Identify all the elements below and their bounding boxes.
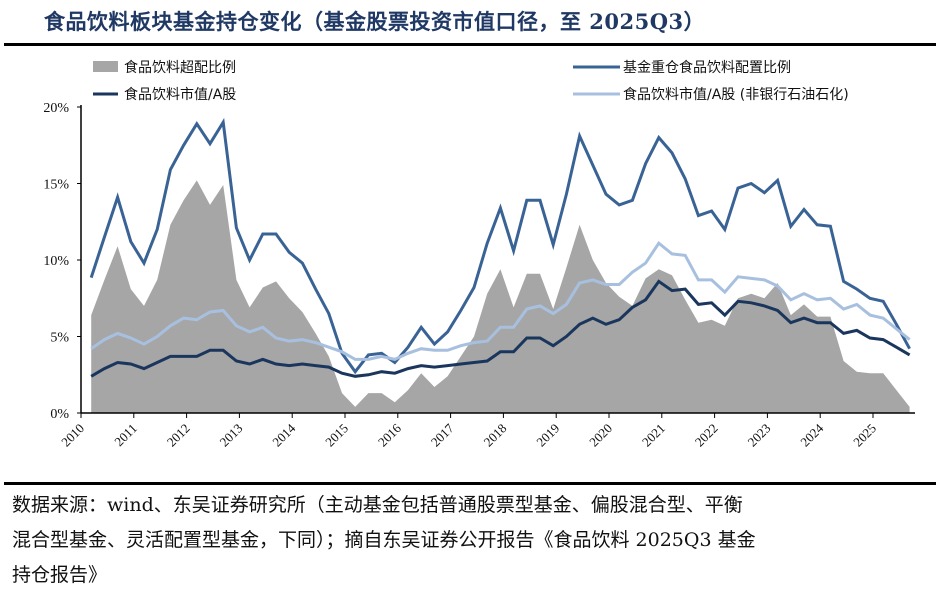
x-tick-label: 2014 [269,420,298,449]
x-tick-label: 2013 [217,421,246,450]
x-tick-label: 2021 [639,421,668,450]
x-tick-label: 2015 [322,421,351,450]
source-line: 数据来源：wind、东吴证券研究所（主动基金包括普通股票型基金、偏股混合型、平衡 [12,494,743,516]
y-tick-label: 15% [43,178,69,193]
x-tick-label: 2023 [745,421,774,450]
x-tick-label: 2018 [481,421,510,450]
x-tick-label: 2010 [58,421,87,450]
legend: 食品饮料超配比例 基金重仓食品饮料配置比例 食品饮料市值/A股 食品饮料市值/A… [93,59,849,103]
chart-title: 食品饮料板块基金持仓变化（基金股票投资市值口径，至 2025Q3） [44,9,706,34]
x-tick-label: 2012 [164,421,193,450]
x-tick-label: 2016 [375,420,404,449]
y-tick-label: 10% [43,254,69,269]
series-fund-weight-line [89,117,911,375]
x-tick-label: 2019 [533,421,562,450]
series-market-share-ex-line [90,240,911,361]
legend-label-market-share-ex: 食品饮料市值/A股 (非银行石油石化) [623,86,849,103]
y-tick-label: 5% [50,331,69,346]
y-tick-label: 0% [50,407,69,422]
series-market-share-line [90,279,911,378]
x-tick-label: 2025 [850,421,879,450]
legend-label-fund-weight: 基金重仓食品饮料配置比例 [623,59,791,76]
bottom-rule [4,482,936,485]
source-note: 数据来源：wind、东吴证券研究所（主动基金包括普通股票型基金、偏股混合型、平衡… [12,488,756,591]
y-tick-label: 20% [43,101,69,116]
series-overweight-area [91,180,910,413]
x-tick-label: 2011 [111,421,140,450]
x-tick-label: 2020 [586,421,615,450]
legend-swatch-overweight [93,61,118,72]
legend-label-overweight: 食品饮料超配比例 [124,59,236,76]
top-rule [4,43,936,46]
x-tick-label: 2024 [797,420,826,449]
plot-area [89,117,911,413]
x-tick-label: 2022 [692,421,721,450]
chart: 食品饮料超配比例 基金重仓食品饮料配置比例 食品饮料市值/A股 食品饮料市值/A… [43,59,915,450]
source-line: 混合型基金、灵活配置型基金，下同）；摘自东吴证券公开报告《食品饮料 2025Q3… [12,529,756,551]
x-tick-label: 2017 [428,420,457,449]
legend-label-market-share: 食品饮料市值/A股 [124,86,236,103]
source-line: 持仓报告》 [12,564,108,586]
